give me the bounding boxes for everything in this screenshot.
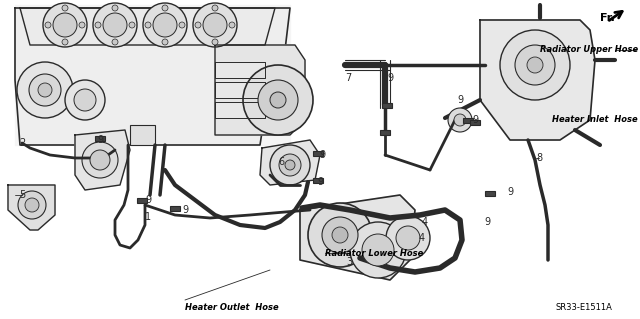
- Text: Radiator Upper Hose: Radiator Upper Hose: [540, 46, 638, 55]
- Circle shape: [454, 114, 466, 126]
- Bar: [137, 197, 147, 203]
- Text: 9: 9: [317, 177, 323, 187]
- Text: 9: 9: [507, 187, 513, 197]
- Circle shape: [62, 39, 68, 45]
- Circle shape: [143, 3, 187, 47]
- Circle shape: [29, 74, 61, 106]
- Text: 4: 4: [419, 233, 425, 243]
- Circle shape: [38, 83, 52, 97]
- Text: 9: 9: [97, 135, 103, 145]
- Text: 9: 9: [182, 205, 188, 215]
- Circle shape: [53, 13, 77, 37]
- Circle shape: [95, 22, 101, 28]
- Text: Heater Inlet  Hose: Heater Inlet Hose: [552, 115, 638, 124]
- Circle shape: [332, 227, 348, 243]
- Circle shape: [43, 3, 87, 47]
- Circle shape: [308, 203, 372, 267]
- Polygon shape: [215, 45, 305, 135]
- Bar: [382, 102, 392, 108]
- Bar: [95, 136, 105, 140]
- Circle shape: [386, 216, 430, 260]
- Circle shape: [285, 160, 295, 170]
- Circle shape: [212, 39, 218, 45]
- Text: 8: 8: [536, 153, 542, 163]
- Circle shape: [79, 22, 85, 28]
- Circle shape: [93, 3, 137, 47]
- Polygon shape: [215, 102, 265, 118]
- Circle shape: [45, 22, 51, 28]
- Circle shape: [258, 80, 298, 120]
- Polygon shape: [215, 82, 265, 98]
- Circle shape: [162, 5, 168, 11]
- Bar: [380, 130, 390, 135]
- Bar: [470, 120, 480, 124]
- Bar: [130, 125, 155, 145]
- Circle shape: [279, 154, 301, 176]
- Circle shape: [203, 13, 227, 37]
- Circle shape: [396, 226, 420, 250]
- Text: 1: 1: [145, 212, 151, 222]
- Circle shape: [500, 30, 570, 100]
- Circle shape: [25, 198, 39, 212]
- Bar: [170, 205, 180, 211]
- Circle shape: [18, 191, 46, 219]
- Text: 7: 7: [345, 73, 351, 83]
- Circle shape: [527, 57, 543, 73]
- Text: 5: 5: [19, 190, 25, 200]
- Polygon shape: [300, 195, 415, 280]
- Polygon shape: [215, 62, 265, 78]
- Circle shape: [212, 5, 218, 11]
- Text: 4: 4: [422, 217, 428, 227]
- Circle shape: [17, 62, 73, 118]
- Polygon shape: [75, 130, 130, 190]
- Circle shape: [362, 234, 394, 266]
- Text: 3: 3: [346, 257, 352, 267]
- Text: 9: 9: [387, 73, 393, 83]
- Text: 9: 9: [457, 95, 463, 105]
- Polygon shape: [20, 8, 275, 45]
- Circle shape: [74, 89, 96, 111]
- Polygon shape: [480, 20, 595, 140]
- Text: 9: 9: [484, 217, 490, 227]
- Polygon shape: [15, 5, 290, 145]
- Circle shape: [515, 45, 555, 85]
- Circle shape: [145, 22, 151, 28]
- Text: 9: 9: [145, 195, 151, 205]
- Text: SR33-E1511A: SR33-E1511A: [555, 303, 612, 313]
- Bar: [463, 117, 473, 122]
- Text: Radiator Lower Hose: Radiator Lower Hose: [325, 249, 423, 257]
- Polygon shape: [15, 8, 290, 145]
- Text: Heater Outlet  Hose: Heater Outlet Hose: [185, 303, 278, 313]
- Circle shape: [448, 108, 472, 132]
- Bar: [485, 190, 495, 196]
- Polygon shape: [260, 140, 320, 185]
- Circle shape: [193, 3, 237, 47]
- Circle shape: [112, 39, 118, 45]
- Circle shape: [65, 80, 105, 120]
- Circle shape: [162, 39, 168, 45]
- Circle shape: [62, 5, 68, 11]
- Polygon shape: [8, 185, 55, 230]
- Text: 2: 2: [19, 138, 25, 148]
- Text: 9: 9: [319, 150, 325, 160]
- Circle shape: [350, 222, 406, 278]
- Circle shape: [322, 217, 358, 253]
- Circle shape: [153, 13, 177, 37]
- Circle shape: [270, 92, 286, 108]
- Circle shape: [179, 22, 185, 28]
- Circle shape: [195, 22, 201, 28]
- Circle shape: [82, 142, 118, 178]
- Circle shape: [129, 22, 135, 28]
- Text: 9: 9: [472, 115, 478, 125]
- Text: Fr.: Fr.: [600, 13, 615, 23]
- Bar: [313, 177, 323, 182]
- Circle shape: [103, 13, 127, 37]
- Text: 6: 6: [278, 157, 284, 167]
- Circle shape: [112, 5, 118, 11]
- Circle shape: [243, 65, 313, 135]
- Circle shape: [270, 145, 310, 185]
- Circle shape: [229, 22, 235, 28]
- Bar: [313, 151, 323, 155]
- Circle shape: [90, 150, 110, 170]
